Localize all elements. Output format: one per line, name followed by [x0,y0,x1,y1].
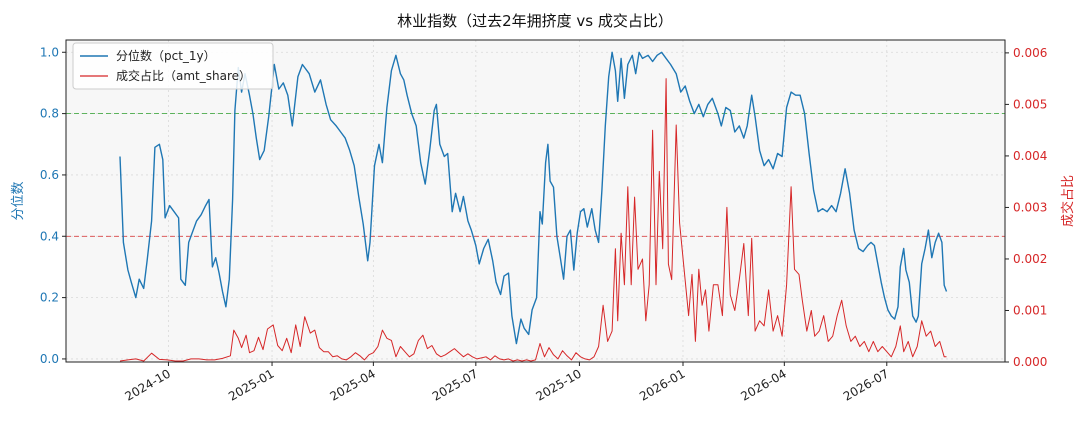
right-tick-label: 0.001 [1013,303,1047,317]
legend-box [72,42,274,90]
series [119,51,948,362]
right-tick-label: 0.003 [1013,200,1047,214]
legend: 分位数（pct_1y） 成交占比（amt_share） [72,42,274,90]
left-axis: 0.0 0.2 0.4 0.6 0.8 1.0 [40,45,66,366]
right-axis-label: 成交占比 [1060,175,1076,227]
x-tick-label: 2026-07 [841,366,891,403]
right-tick-label: 0.000 [1013,355,1047,369]
left-axis-label: 分位数 [11,181,26,220]
plot-background [66,40,1005,362]
left-tick-label: 0.8 [40,107,59,121]
plot-frame [65,39,1006,363]
x-tick-label: 2025-10 [533,366,583,403]
right-tick-label: 0.005 [1013,97,1047,111]
x-tick-label: 2025-04 [327,366,377,403]
x-axis: 2024-10 2025-01 2025-04 2025-07 2025-10 2026-… [123,362,891,404]
x-tick-label: 2025-07 [430,366,480,403]
left-tick-label: 0.4 [40,229,59,243]
legend-label-amt: 成交占比（amt_share） [116,68,251,83]
series-line-amt [119,78,947,362]
x-tick-label: 2025-01 [226,366,276,403]
chart-title: 林业指数（过去2年拥挤度 vs 成交占比） [397,12,673,30]
right-tick-label: 0.002 [1013,252,1047,266]
x-tick-label: 2026-01 [637,366,687,403]
x-tick-label: 2026-04 [738,366,788,403]
left-tick-label: 0.6 [40,168,59,182]
x-tick-label: 2024-10 [123,366,173,403]
reference-lines [66,113,1005,237]
left-tick-label: 0.2 [40,291,59,305]
legend-label-pct: 分位数（pct_1y） [116,48,216,63]
left-tick-label: 0.0 [40,352,59,366]
right-axis: 0.000 0.001 0.002 0.003 0.004 0.005 0.006 [1005,46,1047,369]
series-line-pct [119,51,948,345]
right-tick-label: 0.006 [1013,46,1047,60]
right-tick-label: 0.004 [1013,149,1047,163]
left-tick-label: 1.0 [40,45,59,59]
